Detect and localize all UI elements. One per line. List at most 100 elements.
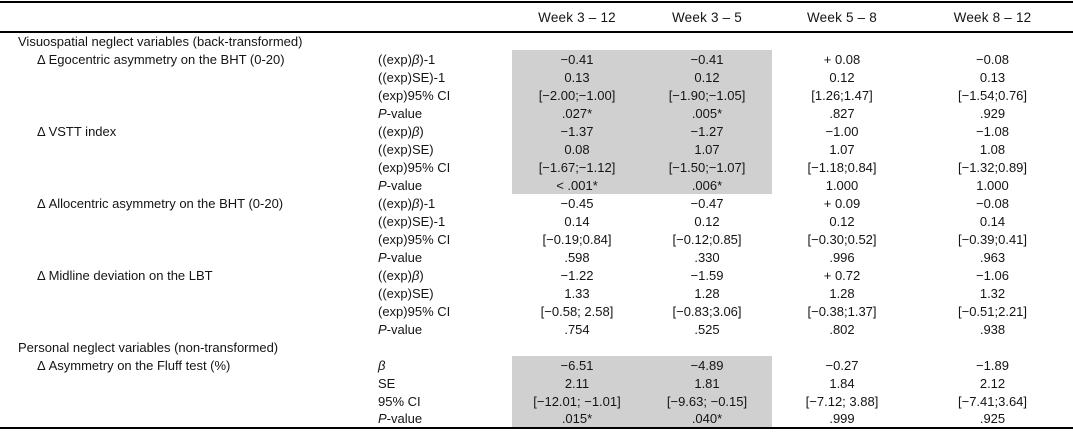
- cell-week5-8: [−1.18;0.84]: [807, 159, 877, 175]
- cell-week3-12: 0.14: [564, 213, 590, 229]
- table-row: P-value .598 .330 .996 .963: [0, 248, 1073, 266]
- cell-week5-8: [−0.38;1.37]: [807, 303, 877, 319]
- section-title: Visuospatial neglect variables (back-tra…: [18, 34, 303, 49]
- table-row: Δ Midline deviation on the LBT ((exp)β) −1…: [0, 266, 1073, 284]
- cell-week3-12: −1.22: [560, 267, 594, 283]
- variable-name: [0, 284, 368, 302]
- table-row: ((exp)SE) 1.33 1.28 1.28 1.32: [0, 284, 1073, 302]
- cell-week5-8: 1.000: [825, 177, 859, 193]
- cell-week5-8: 0.12: [829, 69, 855, 85]
- cell-week3-12: −6.51: [512, 356, 642, 374]
- cell-week3-12: .754: [564, 321, 590, 337]
- cell-week3-12: [−1.67;−1.12]: [512, 158, 642, 176]
- variable-name: Δ VSTT index: [37, 123, 117, 139]
- cell-week3-12: 2.11: [512, 374, 642, 392]
- section-row: Personal neglect variables (non-transfor…: [0, 338, 1073, 356]
- cell-week3-5: .525: [694, 321, 720, 337]
- results-table: Week 3 – 12 Week 3 – 5 Week 5 – 8 Week 8…: [0, 1, 1073, 429]
- cell-week3-12: [−12.01; −1.01]: [512, 392, 642, 410]
- table-row: P-value < .001* .006* 1.000 1.000: [0, 176, 1073, 194]
- cell-week8-12: [−7.41;3.64]: [957, 393, 1028, 409]
- cell-week3-5: −0.47: [690, 195, 724, 211]
- cell-week3-12: 0.08: [512, 140, 642, 158]
- cell-week8-12: 1.08: [979, 141, 1006, 157]
- cell-week3-5: 1.07: [642, 140, 772, 158]
- cell-week3-5: [−9.63; −0.15]: [642, 392, 772, 410]
- cell-week5-8: .999: [829, 411, 855, 426]
- cell-week8-12: [−0.39;0.41]: [957, 231, 1028, 247]
- stat-label: (exp)95% CI: [378, 303, 451, 319]
- cell-week3-5: [−0.12;0.85]: [672, 231, 742, 247]
- variable-name: Δ Allocentric asymmetry on the BHT (0-20…: [37, 195, 284, 211]
- table-row: P-value .015* .040* .999 .925: [0, 410, 1073, 428]
- cell-week3-12: [−0.19;0.84]: [542, 231, 612, 247]
- stat-label: (exp)95% CI: [378, 159, 451, 175]
- cell-week3-5: .005*: [642, 104, 772, 122]
- variable-name: Δ Midline deviation on the LBT: [37, 267, 213, 283]
- section-row: Visuospatial neglect variables (back-tra…: [0, 32, 1073, 50]
- variable-name: [0, 104, 368, 122]
- stat-label: P-value: [378, 249, 423, 265]
- variable-name: Δ Asymmetry on the Fluff test (%): [37, 357, 231, 373]
- table-row: Δ Allocentric asymmetry on the BHT (0-20…: [0, 194, 1073, 212]
- variable-name: [0, 302, 368, 320]
- cell-week3-12: 0.13: [512, 68, 642, 86]
- variable-name: [0, 212, 368, 230]
- cell-week5-8: + 0.09: [823, 195, 861, 211]
- cell-week3-12: [−2.00;−1.00]: [512, 86, 642, 104]
- variable-name: [0, 392, 368, 410]
- cell-week8-12: −1.08: [976, 123, 1009, 139]
- cell-week8-12: 1.32: [979, 285, 1006, 301]
- variable-name: Δ Egocentric asymmetry on the BHT (0-20): [37, 51, 285, 67]
- cell-week5-8: 1.28: [829, 285, 855, 301]
- stat-label: ((exp)β): [378, 267, 424, 283]
- week-header-3-5: Week 3 – 5: [671, 9, 743, 25]
- stat-label: P-value: [378, 411, 423, 426]
- table-row: 95% CI [−12.01; −1.01] [−9.63; −0.15] [−7.1…: [0, 392, 1073, 410]
- section-title: Personal neglect variables (non-transfor…: [18, 339, 279, 355]
- cell-week3-12: .015*: [512, 410, 642, 428]
- stat-label: ((exp)SE)-1: [378, 213, 446, 229]
- table-row: Δ Egocentric asymmetry on the BHT (0-20)…: [0, 50, 1073, 68]
- cell-week8-12: [−0.51;2.21]: [957, 303, 1028, 319]
- table-body: Visuospatial neglect variables (back-tra…: [0, 32, 1073, 428]
- stat-label: SE: [378, 375, 396, 391]
- table-row: P-value .754 .525 .802 .938: [0, 320, 1073, 338]
- week-header-8-12: Week 8 – 12: [953, 9, 1032, 25]
- stat-label: ((exp)SE)-1: [378, 69, 446, 85]
- cell-week8-12: −0.08: [976, 195, 1009, 211]
- header-row: Week 3 – 12 Week 3 – 5 Week 5 – 8 Week 8…: [0, 2, 1073, 32]
- header-spacer: [0, 2, 368, 32]
- stat-label: ((exp)β): [378, 123, 424, 139]
- cell-week8-12: [−1.54;0.76]: [957, 87, 1028, 103]
- cell-week3-12: .027*: [512, 104, 642, 122]
- cell-week5-8: [−0.30;0.52]: [807, 231, 877, 247]
- variable-name: [0, 248, 368, 266]
- cell-week5-8: [1.26;1.47]: [811, 87, 873, 103]
- cell-week5-8: 0.12: [829, 213, 855, 229]
- cell-week3-5: .040*: [642, 410, 772, 428]
- variable-name: [0, 140, 368, 158]
- cell-week8-12: 1.000: [976, 177, 1009, 193]
- stat-label: P-value: [378, 321, 423, 337]
- cell-week3-12: < .001*: [512, 176, 642, 194]
- cell-week8-12: 0.13: [979, 69, 1006, 85]
- cell-week5-8: 1.84: [829, 375, 855, 391]
- table-row: ((exp)SE) 0.08 1.07 1.07 1.08: [0, 140, 1073, 158]
- stat-label: 95% CI: [378, 393, 421, 409]
- cell-week3-5: [−0.83;3.06]: [672, 303, 742, 319]
- cell-week3-5: [−1.50;−1.07]: [642, 158, 772, 176]
- variable-name: [0, 230, 368, 248]
- cell-week8-12: [−1.32;0.89]: [957, 159, 1028, 175]
- cell-week5-8: .827: [829, 105, 855, 121]
- table-row: ((exp)SE)-1 0.14 0.12 0.12 0.14: [0, 212, 1073, 230]
- cell-week3-5: [−1.90;−1.05]: [642, 86, 772, 104]
- stat-label: ((exp)SE): [378, 141, 434, 157]
- cell-week3-5: 1.28: [694, 285, 720, 301]
- stat-label: P-value: [378, 177, 423, 193]
- variable-name: [0, 374, 368, 392]
- cell-week3-5: −0.41: [642, 50, 772, 68]
- cell-week5-8: [−7.12; 3.88]: [805, 393, 879, 409]
- cell-week3-5: −4.89: [642, 356, 772, 374]
